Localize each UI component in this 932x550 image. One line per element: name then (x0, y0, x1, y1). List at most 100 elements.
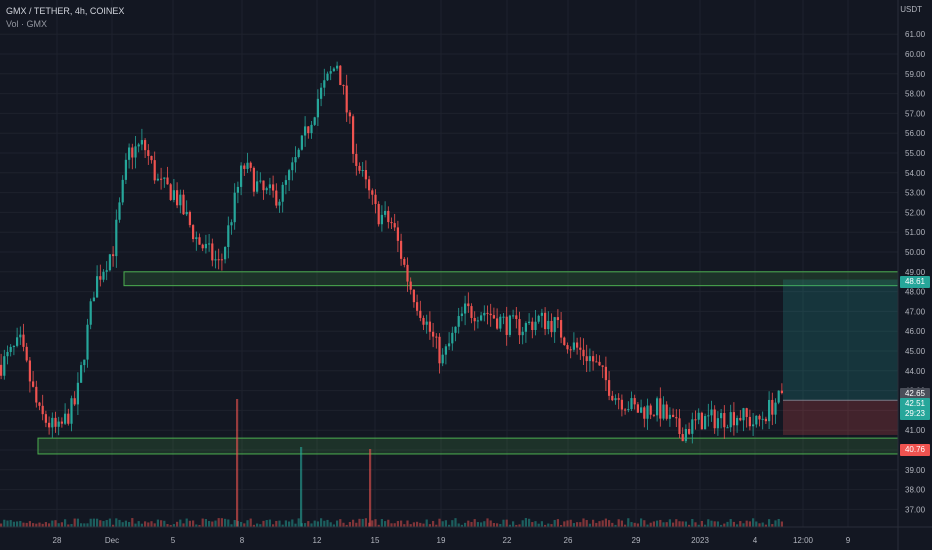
candle-body (300, 135, 303, 150)
candle-body (486, 312, 489, 314)
candle-body (192, 225, 195, 240)
volume-bar (342, 522, 345, 527)
volume-bar (9, 520, 12, 527)
volume-bar (387, 519, 390, 527)
volume-bar (54, 520, 57, 527)
volume-bar (633, 522, 636, 527)
candle-body (163, 177, 166, 179)
volume-bar (348, 522, 351, 527)
candle-body (688, 428, 691, 434)
stop-area (783, 400, 898, 435)
candle-body (393, 223, 396, 228)
candle-body (259, 180, 262, 182)
volume-bar (374, 519, 377, 527)
volume-spike (236, 399, 239, 527)
volume-bar (44, 522, 47, 527)
volume-indicator-label[interactable]: Vol · GMX (6, 19, 48, 29)
candle-body (409, 281, 412, 290)
candle-body (131, 147, 134, 158)
time-tick-label: 5 (171, 536, 176, 545)
volume-bar (371, 520, 374, 527)
candle-body (390, 222, 393, 224)
candle-body (691, 419, 694, 434)
countdown-tag: 29:23 (900, 408, 930, 420)
candle-body (153, 160, 156, 181)
candle-body (678, 418, 681, 435)
volume-bar (89, 518, 92, 527)
volume-bar (745, 520, 748, 527)
volume-bar (422, 523, 425, 527)
candle-body (182, 194, 185, 215)
candle-body (601, 365, 604, 367)
time-tick-label: 12:00 (793, 536, 814, 545)
candle-body (528, 321, 531, 324)
volume-bar (563, 521, 566, 527)
volume-bar (662, 522, 665, 527)
volume-bar (534, 521, 537, 527)
candle-body (144, 140, 147, 151)
volume-bar (665, 522, 668, 527)
volume-bar (240, 521, 243, 527)
volume-bar (432, 520, 435, 527)
volume-bar (137, 521, 140, 527)
candle-body (480, 315, 483, 321)
volume-bar (454, 518, 457, 527)
candle-body (473, 317, 476, 322)
volume-bar (771, 524, 774, 527)
candle-body (172, 190, 175, 200)
candle-body (137, 144, 140, 147)
time-tick-label: 19 (437, 536, 446, 545)
volume-bar (524, 518, 527, 527)
volume-bar (777, 518, 780, 527)
time-tick-label: 8 (240, 536, 245, 545)
candle-body (646, 405, 649, 419)
volume-bar (614, 524, 617, 527)
volume-bar (278, 520, 281, 527)
candle-body (44, 414, 47, 423)
volume-bar (281, 524, 284, 527)
volume-bar (492, 522, 495, 527)
volume-bar (470, 521, 473, 527)
volume-bar (124, 520, 127, 527)
price-tick-label: 56.00 (905, 129, 926, 138)
volume-bar (624, 524, 627, 527)
volume-bar (185, 518, 188, 527)
volume-bar (675, 519, 678, 527)
price-tick-label: 55.00 (905, 149, 926, 158)
candle-body (99, 276, 102, 280)
candle-body (774, 402, 777, 415)
volume-bar (438, 518, 441, 527)
candle-body (732, 412, 735, 426)
volume-bar (246, 520, 249, 527)
volume-bar (547, 523, 550, 527)
candle-body (531, 321, 534, 331)
candle-body (537, 315, 540, 322)
volume-bar (393, 523, 396, 527)
volume-bar (544, 524, 547, 527)
volume-bar (294, 523, 297, 527)
candle-body (275, 190, 278, 206)
candle-body (595, 361, 598, 363)
volume-bar (156, 519, 159, 527)
volume-bar (416, 521, 419, 527)
candle-body (457, 316, 460, 327)
volume-bar (595, 522, 598, 527)
volume-bar (425, 519, 428, 527)
volume-bar (700, 520, 703, 527)
volume-bar (275, 520, 278, 527)
symbol-title[interactable]: GMX / TETHER, 4h, COINEX (6, 6, 125, 16)
volume-bar (182, 523, 185, 527)
volume-bar (515, 524, 518, 527)
candle-body (534, 321, 537, 331)
volume-bar (358, 518, 361, 527)
price-tick-label: 44.00 (905, 367, 926, 376)
candle-body (444, 346, 447, 355)
volume-bar (672, 522, 675, 527)
volume-bar (352, 519, 355, 527)
volume-bar (329, 522, 332, 527)
volume-bar (451, 520, 454, 527)
candle-body (771, 399, 774, 415)
volume-bar (780, 521, 783, 527)
volume-bar (649, 522, 652, 527)
